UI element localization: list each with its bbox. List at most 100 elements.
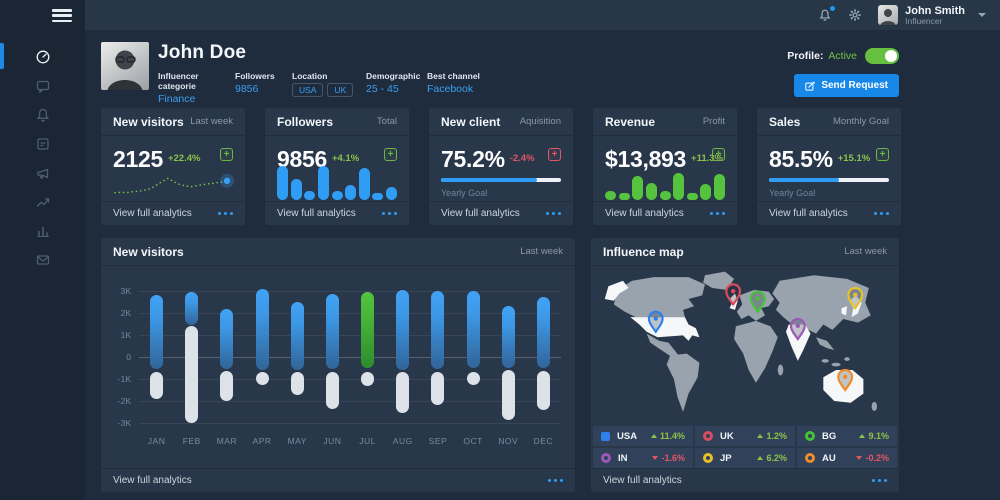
followers-mini-bars: [277, 166, 397, 200]
new-client-progress: Yearly Goal: [441, 166, 561, 200]
sidebar-item-messages[interactable]: [0, 71, 85, 100]
card-title: New visitors: [113, 244, 184, 259]
map-pin-AU[interactable]: [837, 368, 854, 392]
trend-line-icon: [36, 197, 49, 207]
ellipsis-menu-icon[interactable]: [217, 211, 233, 216]
month-label: JUL: [359, 436, 376, 446]
sidebar-item-statistics[interactable]: [0, 216, 85, 245]
map-pin-BG[interactable]: [749, 290, 766, 314]
field-best-channel: Best channel Facebook: [427, 71, 517, 105]
plus-square-icon[interactable]: [548, 148, 561, 161]
gear-icon: [849, 9, 861, 21]
country-code: IN: [618, 452, 628, 464]
mini-bar: [304, 191, 316, 200]
bar-negative-MAR: [220, 371, 234, 401]
y-tick-label: -1K: [117, 374, 131, 384]
map-legend-item-IN: IN -1.6%: [593, 448, 693, 468]
sidebar-item-dashboard[interactable]: [0, 42, 85, 71]
sidebar-item-notifications[interactable]: [0, 100, 85, 129]
new-visitors-chart-card: New visitors Last week 3K 2K 1K 0 -1K -2K -3K …: [101, 238, 575, 492]
bar-chart-icon: [36, 226, 49, 237]
sidebar-item-mail[interactable]: [0, 245, 85, 274]
send-request-button[interactable]: Send Request: [794, 74, 899, 97]
mini-bar: [345, 185, 357, 200]
field-demographic: Demographic 25 - 45: [366, 71, 427, 105]
tasks-icon: [36, 137, 49, 150]
month-label: AUG: [392, 436, 413, 446]
month-label: MAY: [287, 436, 307, 446]
view-full-analytics-link[interactable]: View full analytics: [441, 208, 520, 219]
field-label: Influencer categorie: [158, 71, 199, 91]
chevron-down-icon: [978, 13, 986, 17]
progress-fill: [769, 178, 839, 182]
sidebar-item-promotions[interactable]: [0, 158, 85, 187]
card-title: Sales: [769, 114, 801, 129]
ellipsis-menu-icon[interactable]: [709, 211, 725, 216]
country-india: [785, 324, 811, 361]
plus-square-icon[interactable]: [712, 148, 725, 161]
map-pin-JP[interactable]: [847, 286, 864, 310]
ellipsis-menu-icon[interactable]: [547, 478, 563, 483]
mail-icon: [36, 254, 49, 265]
view-full-analytics-link[interactable]: View full analytics: [113, 208, 192, 219]
map-pin-UK[interactable]: [725, 283, 742, 307]
month-label: DEC: [533, 436, 554, 446]
progress-track: [441, 178, 561, 182]
map-legend-item-BG: BG 9.1%: [797, 426, 897, 446]
edit-icon: [805, 81, 816, 91]
map-pin-IN[interactable]: [789, 317, 806, 341]
notifications-button[interactable]: [818, 5, 837, 22]
mini-bar: [714, 174, 725, 200]
field-label: Followers: [235, 71, 275, 81]
view-full-analytics-link[interactable]: View full analytics: [769, 208, 848, 219]
profile-avatar: [101, 42, 149, 90]
stat-card-new-client: New client Aquisition 75.2% -2.4% Yearly …: [429, 108, 573, 225]
stat-value: 75.2%: [441, 146, 505, 172]
user-menu[interactable]: John Smith Influencer: [878, 5, 986, 26]
plus-square-icon[interactable]: [876, 148, 889, 161]
plus-square-icon[interactable]: [220, 148, 233, 161]
card-period: Last week: [844, 246, 887, 257]
user-role: Influencer: [905, 15, 943, 26]
view-full-analytics-link[interactable]: View full analytics: [605, 208, 684, 219]
view-full-analytics-link[interactable]: View full analytics: [277, 208, 356, 219]
country-change: 11.4%: [650, 431, 685, 441]
map-legend-item-AU: AU -0.2%: [797, 448, 897, 468]
map-pin-USA[interactable]: [647, 310, 664, 334]
ellipsis-menu-icon[interactable]: [381, 211, 397, 216]
hamburger-menu-icon[interactable]: [52, 9, 72, 23]
profile-status-value: Active: [828, 50, 857, 62]
bar-negative-OCT: [466, 372, 480, 386]
gridline: [139, 313, 561, 314]
AU-marker-icon: [805, 453, 815, 463]
bar-negative-JUL: [361, 372, 375, 386]
megaphone-icon: [36, 168, 48, 179]
sidebar-item-tasks[interactable]: [0, 129, 85, 158]
mini-bar: [700, 184, 712, 200]
bar-main-JUL: [361, 292, 375, 368]
sidebar-item-trends[interactable]: [0, 187, 85, 216]
y-tick-label: 1K: [120, 330, 131, 340]
sidebar-nav: [0, 42, 85, 274]
stat-delta: +22.4%: [167, 153, 201, 164]
profile-active-toggle[interactable]: [865, 48, 899, 64]
mini-bar: [673, 172, 685, 200]
stat-value: 85.5%: [769, 146, 833, 172]
ellipsis-menu-icon[interactable]: [871, 478, 887, 483]
profile-status-label: Profile:: [787, 50, 824, 62]
influence-map-card: Influence map Last week: [591, 238, 899, 492]
stat-card-followers: Followers Total 9856+4.1% View full anal…: [265, 108, 409, 225]
plus-square-icon[interactable]: [384, 148, 397, 161]
ellipsis-menu-icon[interactable]: [873, 211, 889, 216]
view-full-analytics-link[interactable]: View full analytics: [113, 475, 192, 486]
settings-button[interactable]: [848, 8, 862, 22]
user-avatar: [878, 5, 899, 25]
gridline: [139, 423, 561, 424]
card-title: Followers: [277, 114, 334, 129]
stat-cards-row: New visitors Last week 2125 +22.4% View f…: [101, 108, 901, 225]
sales-progress: Yearly Goal: [769, 166, 889, 200]
ellipsis-menu-icon[interactable]: [545, 211, 561, 216]
bar-negative-DEC: [536, 371, 550, 410]
view-full-analytics-link[interactable]: View full analytics: [603, 475, 682, 486]
mini-bar: [386, 187, 397, 200]
